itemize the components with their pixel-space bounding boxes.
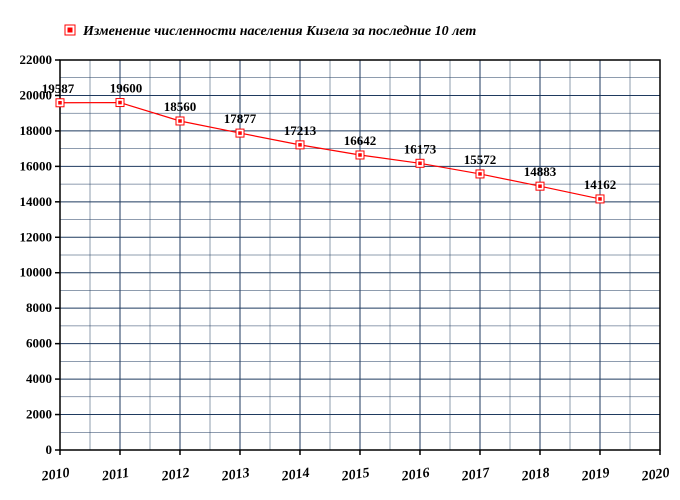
x-tick-label: 2020 (640, 466, 671, 485)
y-tick-label: 10000 (20, 265, 53, 280)
data-label: 18560 (164, 99, 197, 114)
population-line-chart: Изменение численности населения Кизела з… (0, 0, 680, 500)
y-tick-label: 4000 (26, 371, 52, 386)
x-tick-label: 2017 (460, 466, 492, 485)
data-marker-icon-inner (238, 131, 242, 135)
data-marker-icon-inner (418, 162, 422, 166)
x-tick-label: 2019 (580, 466, 611, 485)
data-marker-icon-inner (358, 153, 362, 157)
y-tick-label: 14000 (20, 194, 53, 209)
x-tick-label: 2018 (520, 466, 551, 485)
y-tick-label: 8000 (26, 300, 52, 315)
data-marker-icon-inner (598, 197, 602, 201)
data-label: 16642 (344, 133, 377, 148)
y-tick-label: 2000 (26, 407, 52, 422)
x-tick-label: 2016 (400, 466, 431, 485)
data-marker-icon-inner (178, 119, 182, 123)
x-tick-label: 2015 (340, 466, 371, 485)
y-tick-label: 22000 (20, 52, 53, 67)
data-label: 16173 (404, 141, 437, 156)
x-tick-label: 2014 (280, 466, 311, 485)
data-label: 19587 (42, 81, 75, 96)
y-tick-label: 12000 (20, 229, 53, 244)
data-marker-icon-inner (58, 101, 62, 105)
legend-marker-icon-inner (68, 28, 73, 33)
data-label: 14162 (584, 177, 617, 192)
x-tick-label: 2012 (160, 466, 191, 485)
grid (60, 60, 660, 450)
x-tick-label: 2013 (220, 466, 251, 485)
chart-container: Изменение численности населения Кизела з… (0, 0, 680, 500)
data-marker-icon-inner (478, 172, 482, 176)
data-label: 15572 (464, 152, 497, 167)
y-tick-label: 16000 (20, 158, 53, 173)
data-marker-icon-inner (298, 143, 302, 147)
data-label: 17877 (224, 111, 257, 126)
x-tick-label: 2011 (100, 466, 130, 485)
legend-label: Изменение численности населения Кизела з… (82, 24, 476, 39)
data-marker-icon-inner (538, 184, 542, 188)
data-label: 14883 (524, 164, 557, 179)
y-tick-label: 0 (46, 442, 53, 457)
x-tick-label: 2010 (40, 466, 71, 485)
data-marker-icon-inner (118, 101, 122, 105)
y-tick-label: 6000 (26, 336, 52, 351)
y-tick-label: 18000 (20, 123, 53, 138)
data-label: 17213 (284, 123, 317, 138)
data-label: 19600 (110, 81, 143, 96)
